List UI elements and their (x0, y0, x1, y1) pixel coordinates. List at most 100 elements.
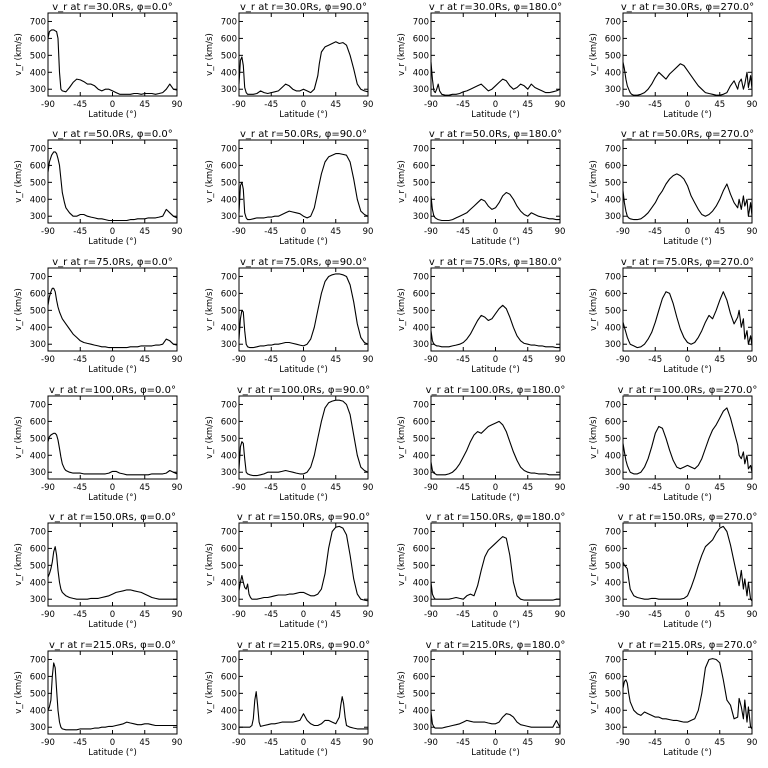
y-axis-label: v_r (km/s) (205, 288, 215, 331)
y-axis-label: v_r (km/s) (205, 416, 215, 459)
y-tick-label: 700 (605, 272, 621, 282)
x-tick-label: -90 (424, 355, 438, 365)
x-tick-label: -45 (648, 355, 662, 365)
x-tick-label: -90 (616, 483, 630, 493)
x-tick-label: -45 (456, 100, 470, 110)
x-tick-label: 45 (522, 100, 533, 110)
y-tick-label: 700 (413, 272, 429, 282)
x-tick-label: 45 (522, 227, 533, 237)
x-tick-label: -90 (616, 610, 630, 620)
y-tick-label: 700 (413, 17, 429, 27)
y-tick-label: 300 (413, 340, 429, 350)
x-axis-label: Latitude (°) (471, 110, 520, 120)
x-tick-label: 45 (330, 227, 341, 237)
x-axis-label: Latitude (°) (88, 110, 137, 120)
panel-title: v_r at r=100.0Rs, φ=0.0° (49, 385, 176, 396)
y-axis-label: v_r (km/s) (205, 671, 215, 714)
x-tick-label: -45 (73, 483, 87, 493)
y-tick-label: 600 (221, 34, 237, 44)
x-tick-label: -90 (41, 610, 55, 620)
panel-5: v_r at r=50.0Rs, φ=0.0° -90 -45 0 45 90 300 400… (14, 129, 182, 247)
plot-frame (238, 522, 369, 607)
x-axis-label: Latitude (°) (663, 748, 712, 758)
y-tick-label: 300 (605, 212, 621, 222)
x-axis-label: Latitude (°) (279, 748, 328, 758)
series-line (47, 151, 178, 222)
x-axis-label: Latitude (°) (663, 493, 712, 503)
y-tick-label: 300 (605, 595, 621, 605)
panel-title: v_r at r=30.0Rs, φ=270.0° (621, 2, 754, 13)
x-tick-label: -45 (456, 227, 470, 237)
plot-frame (430, 12, 561, 97)
x-tick-label: -90 (41, 100, 55, 110)
x-axis-label: Latitude (°) (663, 365, 712, 375)
panel-21: v_r at r=215.0Rs, φ=0.0° -90 -45 0 45 90 300 40… (14, 640, 182, 758)
x-axis-label: Latitude (°) (471, 237, 520, 247)
y-tick-label: 700 (413, 655, 429, 665)
x-tick-label: 0 (110, 483, 115, 493)
series-line (622, 658, 753, 730)
y-axis-label: v_r (km/s) (589, 288, 599, 331)
x-tick-label: 0 (493, 738, 498, 748)
series-line (47, 287, 178, 349)
y-tick-label: 600 (221, 544, 237, 554)
x-tick-label: 0 (301, 610, 306, 620)
y-tick-label: 400 (413, 706, 429, 716)
y-tick-label: 500 (605, 306, 621, 316)
x-tick-label: 45 (330, 355, 341, 365)
x-tick-label: -45 (648, 738, 662, 748)
y-tick-label: 700 (605, 655, 621, 665)
y-tick-label: 300 (413, 723, 429, 733)
series-line (47, 662, 177, 731)
y-tick-label: 400 (30, 451, 46, 461)
x-tick-label: -90 (424, 738, 438, 748)
x-tick-label: 90 (747, 610, 758, 620)
x-tick-label: 0 (301, 738, 306, 748)
x-tick-label: 0 (685, 227, 690, 237)
y-tick-label: 700 (605, 400, 621, 410)
x-tick-label: 90 (555, 100, 566, 110)
y-axis-label: v_r (km/s) (397, 33, 407, 76)
x-axis-label: Latitude (°) (279, 237, 328, 247)
y-axis-label: v_r (km/s) (14, 288, 24, 331)
x-tick-label: -90 (41, 738, 55, 748)
x-tick-label: 45 (330, 738, 341, 748)
x-tick-label: 0 (110, 100, 115, 110)
x-tick-label: 0 (685, 355, 690, 365)
y-tick-label: 700 (221, 144, 237, 154)
x-tick-label: 90 (363, 610, 374, 620)
y-tick-label: 400 (605, 578, 621, 588)
y-tick-label: 500 (413, 306, 429, 316)
x-tick-label: -90 (232, 738, 246, 748)
y-tick-label: 600 (221, 161, 237, 171)
y-tick-label: 700 (605, 527, 621, 537)
x-axis-label: Latitude (°) (88, 365, 137, 375)
y-tick-label: 500 (221, 561, 237, 571)
y-tick-label: 300 (30, 468, 46, 478)
x-axis-label: Latitude (°) (88, 620, 137, 630)
series-line (430, 711, 561, 729)
plot-frame (47, 267, 178, 352)
y-tick-label: 500 (30, 689, 46, 699)
x-tick-label: 0 (110, 227, 115, 237)
y-axis-label: v_r (km/s) (589, 543, 599, 586)
panel-22: v_r at r=215.0Rs, φ=90.0° -90 -45 0 45 90 300 4… (205, 640, 373, 758)
y-axis-label: v_r (km/s) (14, 671, 24, 714)
y-tick-label: 700 (30, 17, 46, 27)
y-tick-label: 300 (30, 595, 46, 605)
y-tick-label: 500 (30, 306, 46, 316)
plot-frame (238, 139, 369, 224)
x-tick-label: 0 (493, 227, 498, 237)
y-tick-label: 500 (30, 51, 46, 61)
x-tick-label: 45 (139, 610, 150, 620)
series-line (47, 432, 178, 476)
x-tick-label: -90 (232, 483, 246, 493)
y-tick-label: 300 (221, 340, 237, 350)
y-tick-label: 400 (605, 451, 621, 461)
y-tick-label: 300 (221, 212, 237, 222)
y-tick-label: 600 (605, 161, 621, 171)
y-tick-label: 700 (221, 527, 237, 537)
panel-17: v_r at r=150.0Rs, φ=0.0° -90 -45 0 45 90 300 40… (14, 512, 182, 630)
panel-19: v_r at r=150.0Rs, φ=180.0° -90 -45 0 45 90 300… (397, 512, 565, 630)
plot-frame (430, 650, 561, 735)
